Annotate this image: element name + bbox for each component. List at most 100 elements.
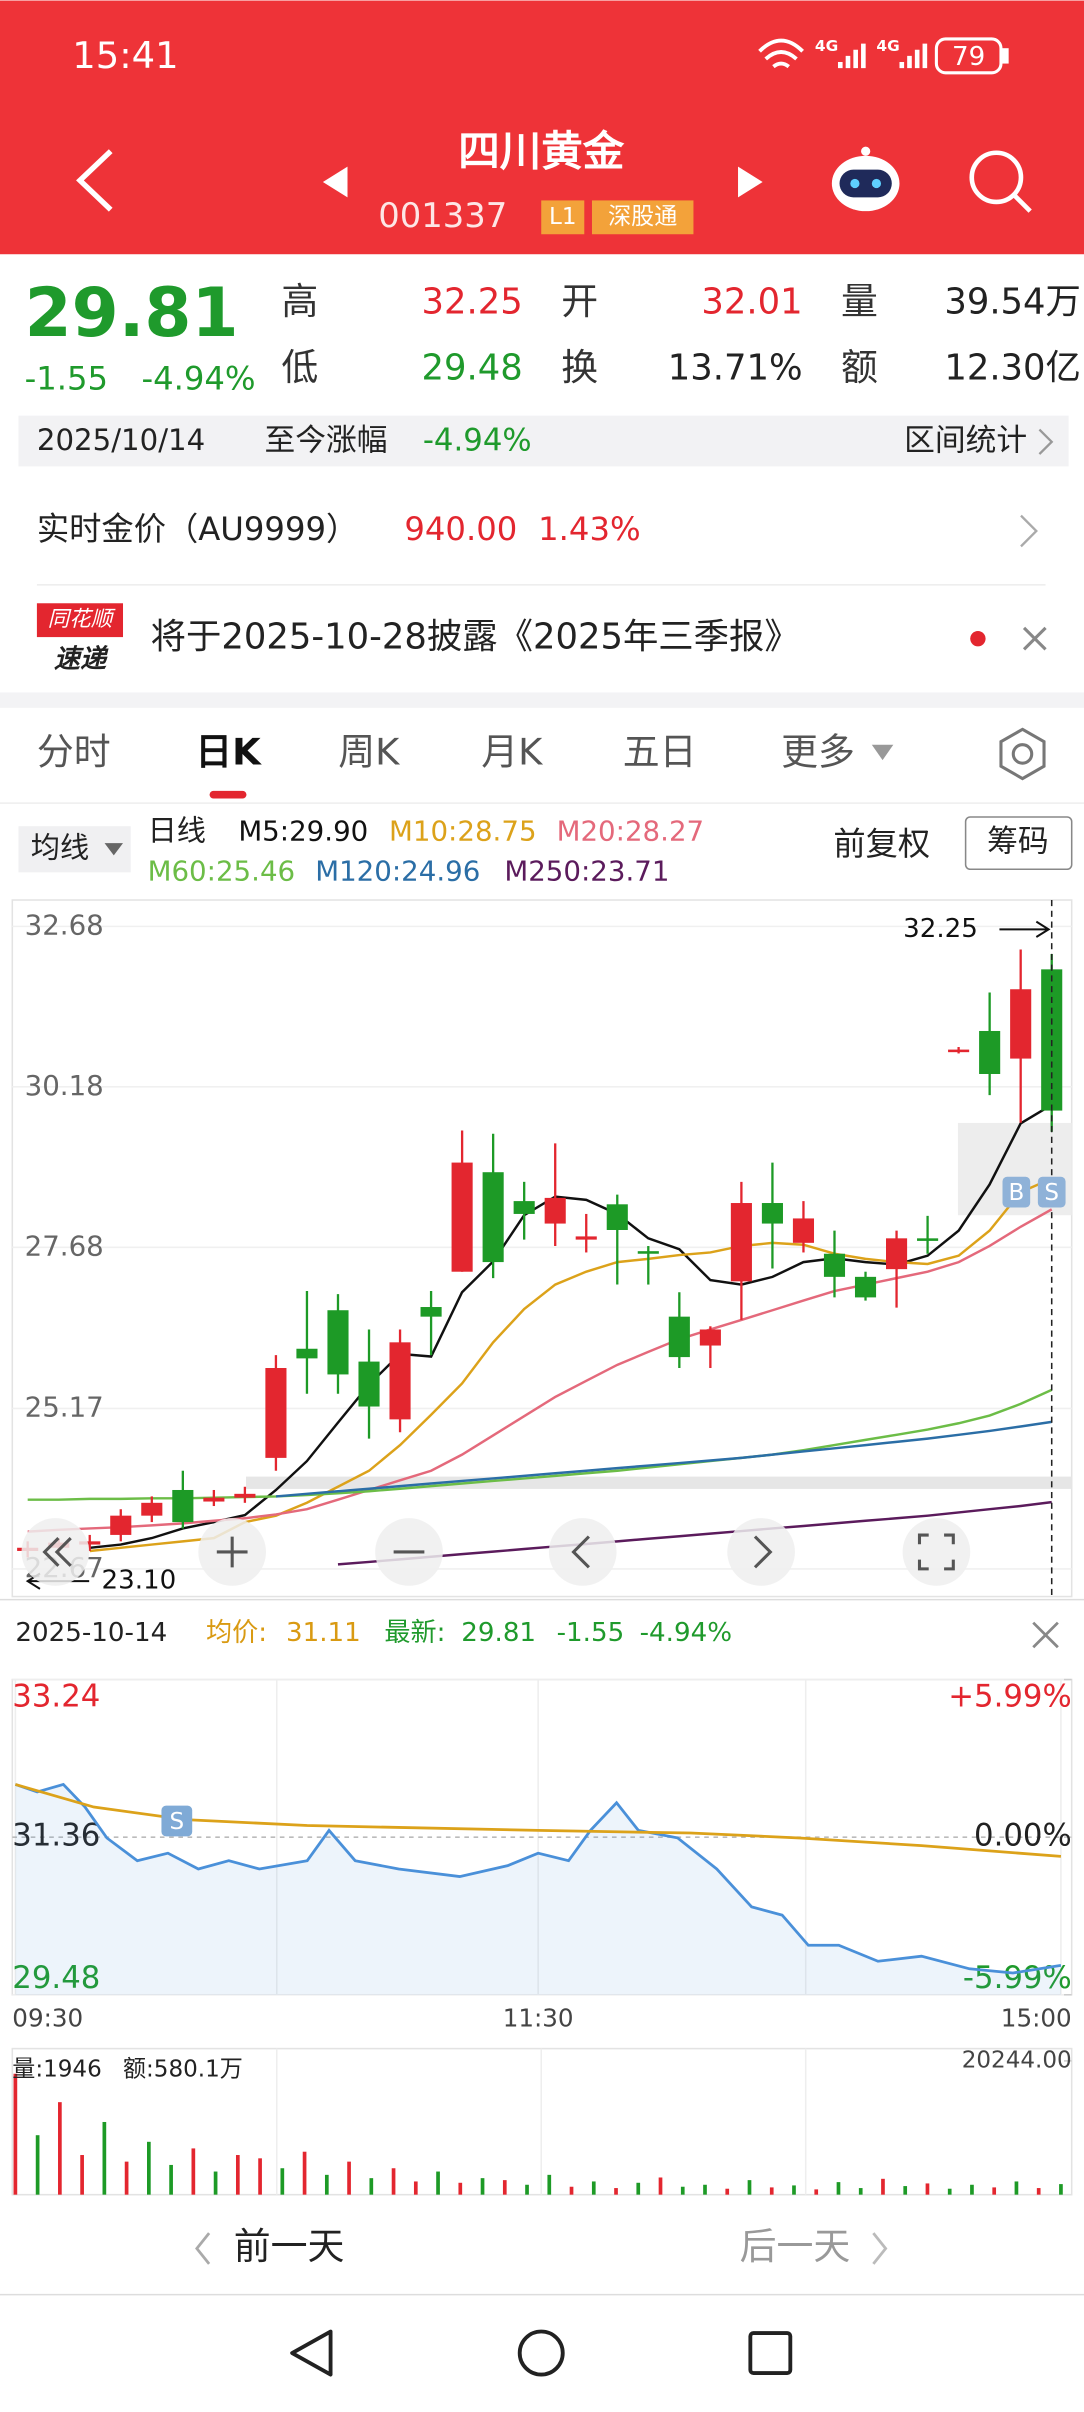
stat-label: 量 [841,280,878,323]
volume-bar [992,2187,997,2195]
prev-day[interactable]: 前一天 [234,2225,345,2268]
prev-stock[interactable] [322,166,348,198]
adjust[interactable]: 前复权 [833,825,930,863]
back-button[interactable] [76,149,113,212]
candle-body [606,1204,628,1230]
change: -1.55 [25,359,108,397]
range-bar[interactable] [18,415,1069,467]
volume-bar [591,2181,596,2195]
tab[interactable]: 更多 [781,730,855,773]
legend-item: M5:29.90 [238,814,368,847]
tab[interactable]: 日K [195,730,262,773]
trade-marker-label: B [1008,1180,1024,1206]
volume-bar [569,2186,574,2195]
x-tick-label: 11:30 [503,2003,574,2032]
volume-bar [680,2186,685,2195]
change-pct: -4.94% [141,359,255,397]
volume-bar [480,2178,485,2195]
volume-bar [1036,2188,1041,2195]
tab[interactable]: 五日 [623,730,697,773]
volume-bar [636,2182,641,2195]
volume-bar [169,2164,173,2195]
fullscreen[interactable] [902,1518,971,1586]
high-annotation: 32.25 [903,914,978,944]
chevron[interactable] [1020,514,1038,548]
ma-button-label: 均线 [31,830,89,864]
volume-bar [658,2177,663,2195]
y-tick-label: 27.68 [25,1229,104,1262]
chips-button[interactable] [964,816,1073,871]
last-change: -1.55 [557,1618,625,1648]
nav-back[interactable] [290,2329,333,2377]
volume-bar [725,2188,730,2195]
candle-body [575,1236,597,1240]
nav-recent[interactable] [748,2331,793,2375]
stat-value: 32.25 [422,281,523,322]
candle-body [948,1049,970,1053]
volume-bar [458,2182,463,2195]
range-action[interactable]: 区间统计 [904,422,1027,458]
last-price: 29.81 [461,1618,536,1648]
volume-bar [970,2184,974,2195]
logo [36,603,124,638]
search-icon[interactable] [969,150,1032,213]
volume-bar [324,2174,329,2195]
tabs: 分时 日K 周K 月K 五日 更多 [37,730,894,799]
net-label: 4G [876,37,899,55]
close-intraday[interactable] [1032,1621,1059,1649]
nav-home[interactable] [517,2329,565,2377]
volume-bar [1014,2181,1019,2195]
candle-body [327,1310,349,1375]
logo-text: 同花顺 [48,607,116,632]
notice-text[interactable]: 将于2025-10-28披露《2025年三季报》 [151,617,800,658]
volume-bar [614,2188,618,2195]
ma-line [275,1420,1052,1498]
volume-bar [547,2174,552,2195]
avg-label: 均价: [206,1618,267,1648]
period: 日线 [148,813,206,847]
legend-item: M10:28.75 [389,814,537,847]
arrow [999,920,1051,938]
avg-value: 31.11 [286,1618,361,1648]
candle-body [141,1502,163,1516]
tab[interactable]: 分时 [37,730,111,773]
last-price: 29.81 [25,273,239,352]
stat-value: 39.54万 [944,281,1081,322]
volume-bar [947,2188,952,2195]
candle-body [979,1030,1001,1074]
volume-bar [369,2178,374,2195]
net-label: 4G [815,37,838,55]
candle-body [854,1276,877,1298]
next-stock[interactable] [738,166,763,198]
tab[interactable]: 月K [481,730,543,773]
assistant-icon[interactable] [831,146,900,212]
tab[interactable]: 周K [338,730,400,773]
volume-bar [903,2186,908,2195]
scroll-left[interactable] [548,1518,617,1586]
settings-icon[interactable] [999,727,1046,781]
y2-tick-label: 0.00% [974,1818,1072,1854]
volume-bar [747,2180,752,2195]
volume-bar [413,2181,418,2195]
scroll-right[interactable] [727,1518,795,1586]
close-notice[interactable] [1022,626,1047,651]
volume-bar [235,2155,240,2195]
logo-text: 速递 [54,645,109,675]
next-day[interactable]: 后一天 [740,2225,851,2268]
ma-line [27,1208,1053,1533]
candle-body [172,1489,194,1523]
stat-value: 32.01 [701,281,802,322]
status-icons: 4G 4G 79 [758,37,1009,75]
stat-label: 额 [841,346,878,389]
chevron [872,2232,888,2265]
last-label: 最新: [384,1618,445,1648]
ma-legend: M5:29.90 M10:28.75 M20:28.27 M60:25.46 M120:… [148,814,705,887]
candle-body [637,1251,659,1254]
volume-bar [13,2073,18,2195]
volume-bar [124,2161,129,2195]
volume-bar [213,2171,218,2195]
y-tick-label: 30.18 [25,1069,104,1102]
range-value: -4.94% [423,422,532,458]
